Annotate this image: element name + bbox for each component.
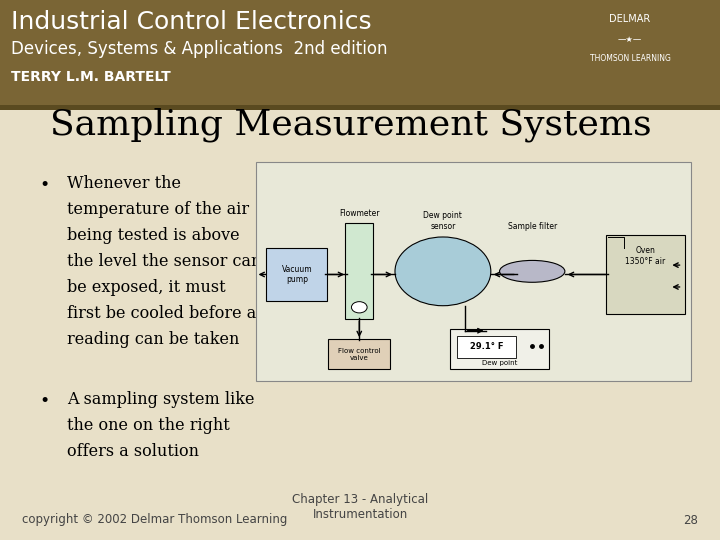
Text: TERRY L.M. BARTELT: TERRY L.M. BARTELT <box>11 70 171 84</box>
Text: Chapter 13 - Analytical
Instrumentation: Chapter 13 - Analytical Instrumentation <box>292 493 428 521</box>
Ellipse shape <box>500 260 565 282</box>
Text: DELMAR: DELMAR <box>609 14 651 24</box>
Text: Dew point
sensor: Dew point sensor <box>423 211 462 231</box>
Circle shape <box>395 237 491 306</box>
Bar <box>0 0 720 105</box>
Text: Vacuum
pump: Vacuum pump <box>282 265 312 284</box>
FancyBboxPatch shape <box>450 329 549 369</box>
Text: the level the sensor can: the level the sensor can <box>67 253 261 270</box>
Text: Flowmeter: Flowmeter <box>339 209 379 218</box>
Text: 29.1° F: 29.1° F <box>469 342 503 351</box>
Text: Devices, Systems & Applications  2nd edition: Devices, Systems & Applications 2nd edit… <box>11 40 387 58</box>
Circle shape <box>351 302 367 313</box>
Text: offers a solution: offers a solution <box>67 443 199 460</box>
Text: Sampling Measurement Systems: Sampling Measurement Systems <box>50 108 652 143</box>
Text: be exposed, it must: be exposed, it must <box>67 279 225 296</box>
Text: Flow control
valve: Flow control valve <box>338 348 381 361</box>
Text: A sampling system like: A sampling system like <box>67 392 254 408</box>
Text: Dew point: Dew point <box>482 360 517 366</box>
Text: Sample filter: Sample filter <box>508 222 557 231</box>
Text: reading can be taken: reading can be taken <box>67 331 239 348</box>
Text: being tested is above: being tested is above <box>67 227 240 244</box>
Text: Whenever the: Whenever the <box>67 176 181 192</box>
FancyBboxPatch shape <box>606 235 685 314</box>
FancyBboxPatch shape <box>346 223 373 320</box>
Text: 28: 28 <box>683 514 698 526</box>
Bar <box>0 105 720 110</box>
Text: •: • <box>40 176 50 193</box>
FancyBboxPatch shape <box>266 248 328 301</box>
Text: temperature of the air: temperature of the air <box>67 201 249 218</box>
Text: first be cooled before a: first be cooled before a <box>67 305 256 322</box>
FancyBboxPatch shape <box>328 339 390 369</box>
Text: copyright © 2002 Delmar Thomson Learning: copyright © 2002 Delmar Thomson Learning <box>22 514 287 526</box>
Bar <box>256 162 691 381</box>
Text: Industrial Control Electronics: Industrial Control Electronics <box>11 10 372 33</box>
Text: Oven
1350°F air: Oven 1350°F air <box>626 246 665 266</box>
Text: the one on the right: the one on the right <box>67 417 230 434</box>
Text: —★—: —★— <box>618 35 642 44</box>
FancyBboxPatch shape <box>457 336 516 358</box>
Text: THOMSON LEARNING: THOMSON LEARNING <box>590 54 670 63</box>
Text: •: • <box>40 392 50 409</box>
